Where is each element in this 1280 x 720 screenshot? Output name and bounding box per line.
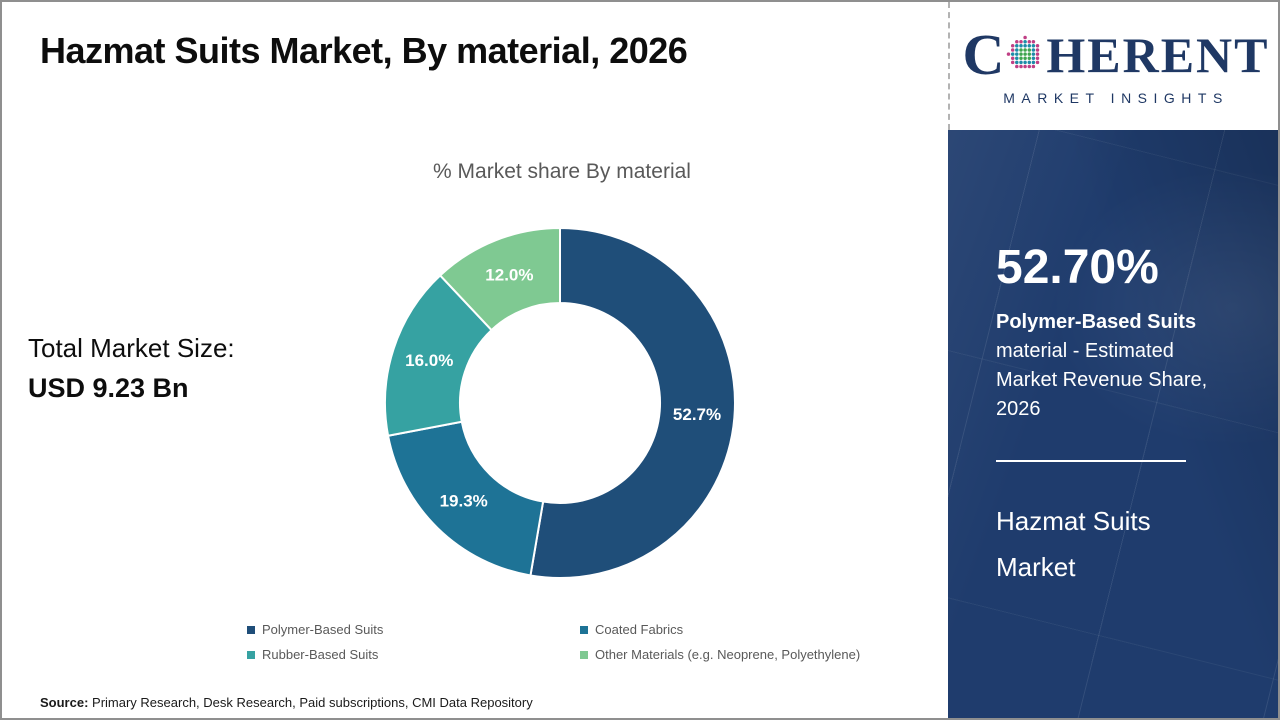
donut-segment-0 bbox=[529, 228, 735, 578]
coherent-logo: C HERENT bbox=[962, 26, 1269, 84]
sidebar: 52.70% Polymer-Based Suits material - Es… bbox=[948, 130, 1278, 718]
sidebar-stat-label: Polymer-Based Suits material - Estimated… bbox=[996, 308, 1238, 424]
total-market-size-label: Total Market Size: bbox=[28, 333, 235, 363]
donut-segment-label-3: 12.0% bbox=[485, 266, 533, 285]
donut-segment-1 bbox=[387, 420, 545, 577]
legend-item-2: Rubber-Based Suits bbox=[247, 647, 570, 662]
sidebar-market-name: Hazmat Suits Market bbox=[996, 506, 1151, 582]
legend-item-1: Coated Fabrics bbox=[580, 622, 917, 637]
sidebar-stat-label-bold: Polymer-Based Suits bbox=[996, 311, 1197, 333]
legend-item-0: Polymer-Based Suits bbox=[247, 622, 570, 637]
donut-chart: 52.7% 19.3% 16.0% 12.0% bbox=[385, 228, 735, 578]
logo-letter-c: C bbox=[962, 22, 1005, 87]
donut-segment-label-1: 19.3% bbox=[440, 492, 488, 511]
source-label: Source: bbox=[40, 695, 89, 710]
donut-segment-3 bbox=[439, 228, 561, 332]
page-title: Hazmat Suits Market, By material, 2026 bbox=[40, 30, 688, 71]
legend-swatch-icon bbox=[580, 625, 588, 634]
logo-box: C HERENT MARKET INSIGHTS bbox=[948, 2, 1278, 130]
legend-swatch-icon bbox=[247, 625, 255, 634]
total-market-size-block: Total Market Size: USD 9.23 Bn bbox=[28, 328, 235, 408]
coherent-globe-icon bbox=[1007, 35, 1040, 69]
legend-label: Coated Fabrics bbox=[595, 622, 684, 637]
source-line: Source: Primary Research, Desk Research,… bbox=[40, 695, 533, 710]
legend-item-3: Other Materials (e.g. Neoprene, Polyethy… bbox=[580, 647, 917, 662]
source-text: Primary Research, Desk Research, Paid su… bbox=[88, 695, 533, 710]
donut-segment-label-2: 16.0% bbox=[405, 351, 453, 370]
logo-tagline: MARKET INSIGHTS bbox=[1003, 90, 1229, 106]
chart-legend: Polymer-Based Suits Coated Fabrics Rubber-… bbox=[247, 622, 917, 662]
legend-label: Polymer-Based Suits bbox=[262, 622, 384, 637]
legend-label: Other Materials (e.g. Neoprene, Polyethy… bbox=[595, 647, 861, 662]
donut-chart-svg: 52.7% 19.3% 16.0% 12.0% bbox=[385, 228, 735, 578]
sidebar-divider bbox=[996, 460, 1186, 462]
legend-swatch-icon bbox=[580, 650, 588, 659]
legend-label: Rubber-Based Suits bbox=[262, 647, 379, 662]
donut-segment-label-0: 52.7% bbox=[673, 405, 721, 424]
logo-letters-rest: HERENT bbox=[1046, 27, 1270, 83]
sidebar-stat-value: 52.70% bbox=[996, 241, 1159, 294]
sidebar-stat-label-rest: material - Estimated Market Revenue Shar… bbox=[996, 340, 1208, 420]
legend-swatch-icon bbox=[247, 650, 255, 659]
chart-title: % Market share By material bbox=[433, 160, 691, 183]
total-market-size-value: USD 9.23 Bn bbox=[28, 373, 189, 403]
